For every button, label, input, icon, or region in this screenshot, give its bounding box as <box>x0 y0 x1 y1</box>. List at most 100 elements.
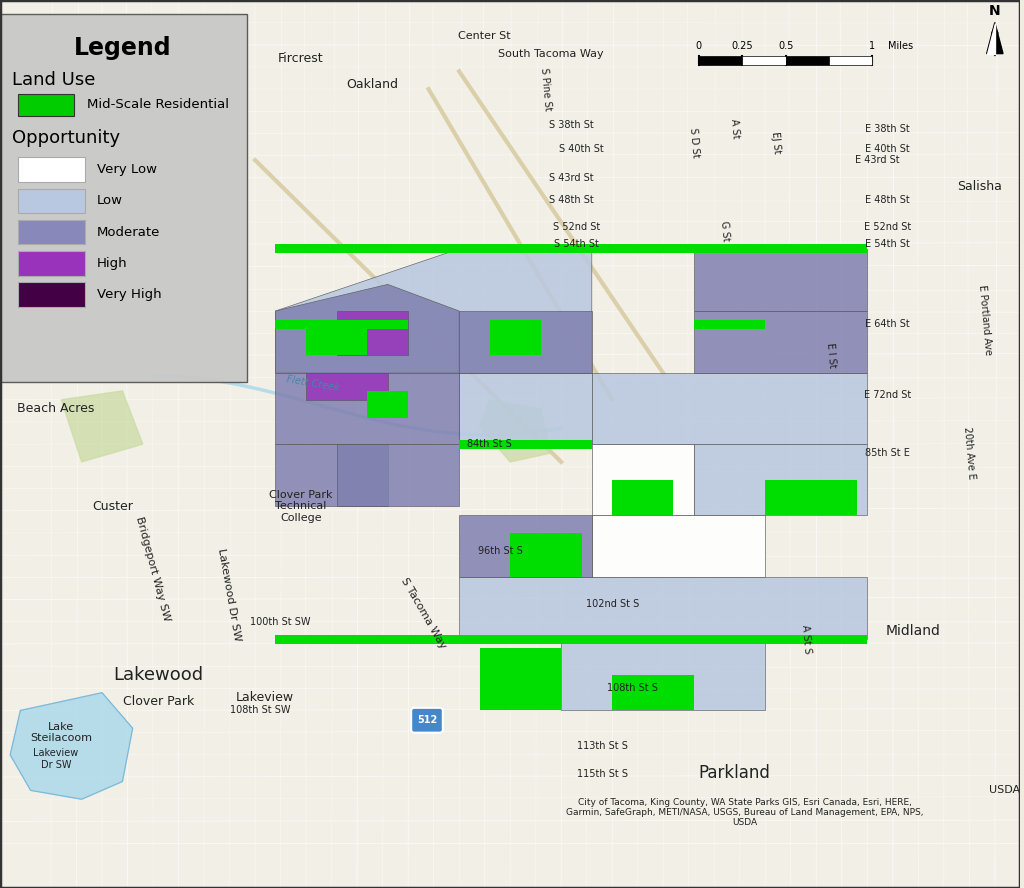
Polygon shape <box>306 329 368 355</box>
Text: Flett Creek: Flett Creek <box>286 374 340 392</box>
Bar <box>18 219 85 244</box>
Bar <box>0 13 247 382</box>
Text: Mid-Scale Residential: Mid-Scale Residential <box>87 99 228 111</box>
Text: E 64th St: E 64th St <box>865 320 910 329</box>
Text: 96th St S: 96th St S <box>477 546 522 556</box>
Polygon shape <box>987 22 995 53</box>
Text: S Pine St: S Pine St <box>539 67 553 111</box>
Text: S Tacoma Way: S Tacoma Way <box>399 575 447 650</box>
Text: Moderate: Moderate <box>97 226 161 239</box>
Text: E 48th St: E 48th St <box>865 195 910 205</box>
Text: Land Use: Land Use <box>12 71 95 90</box>
Polygon shape <box>694 249 867 311</box>
Text: Custer: Custer <box>92 500 133 512</box>
Polygon shape <box>459 311 592 373</box>
Polygon shape <box>306 373 388 400</box>
Text: S 38th St: S 38th St <box>549 120 594 130</box>
Text: South Tacoma Way: South Tacoma Way <box>498 49 604 59</box>
Text: E Portland Ave: E Portland Ave <box>977 284 992 355</box>
Text: E 38th St: E 38th St <box>865 124 910 134</box>
Text: 115th St S: 115th St S <box>577 769 628 780</box>
Text: 1: 1 <box>869 41 876 51</box>
Polygon shape <box>368 391 409 417</box>
Text: Lakeview: Lakeview <box>237 691 294 703</box>
Text: 102nd St S: 102nd St S <box>586 599 639 609</box>
Polygon shape <box>10 693 133 799</box>
Text: S 48th St: S 48th St <box>549 195 594 205</box>
Text: Lakeview
Dr SW: Lakeview Dr SW <box>34 749 79 770</box>
Text: Low: Low <box>97 194 123 208</box>
Polygon shape <box>592 444 694 515</box>
Text: 0.25: 0.25 <box>731 41 753 51</box>
Polygon shape <box>742 56 785 65</box>
Polygon shape <box>275 320 409 329</box>
Text: S D St: S D St <box>687 127 700 158</box>
Text: Midland: Midland <box>886 623 941 638</box>
Polygon shape <box>61 391 142 462</box>
Text: Clover Park
Technical
College: Clover Park Technical College <box>269 489 333 523</box>
Polygon shape <box>510 533 582 577</box>
Polygon shape <box>479 648 561 710</box>
Text: S 52nd St: S 52nd St <box>553 222 600 232</box>
Polygon shape <box>459 515 592 577</box>
Text: City of Tacoma, King County, WA State Parks GIS, Esri Canada, Esri, HERE,
Garmin: City of Tacoma, King County, WA State Pa… <box>566 797 924 828</box>
Text: 100th St SW: 100th St SW <box>250 616 311 627</box>
Text: E 40th St: E 40th St <box>865 145 910 155</box>
Text: 20th Ave E: 20th Ave E <box>963 426 977 480</box>
Polygon shape <box>561 639 765 710</box>
Text: E I St: E I St <box>825 343 838 369</box>
Polygon shape <box>694 444 867 515</box>
Polygon shape <box>785 56 829 65</box>
Polygon shape <box>829 56 872 65</box>
Polygon shape <box>587 249 597 639</box>
Polygon shape <box>275 244 867 253</box>
Text: Lakewood Dr SW: Lakewood Dr SW <box>216 548 243 642</box>
Polygon shape <box>612 480 674 515</box>
Text: Clover Park: Clover Park <box>123 695 194 708</box>
Text: Opportunity: Opportunity <box>12 129 121 147</box>
Polygon shape <box>765 480 857 515</box>
Polygon shape <box>275 635 867 644</box>
Text: Oakland: Oakland <box>346 78 398 91</box>
Text: A St S: A St S <box>800 624 812 654</box>
Polygon shape <box>337 444 459 506</box>
Text: E 43rd St: E 43rd St <box>855 155 900 165</box>
Polygon shape <box>760 249 770 639</box>
Text: Parkland: Parkland <box>698 764 771 781</box>
Polygon shape <box>612 675 694 710</box>
Text: Lake
Steilacoom: Lake Steilacoom <box>31 722 92 743</box>
Text: Miles: Miles <box>888 41 912 51</box>
Text: E 72nd St: E 72nd St <box>864 391 911 400</box>
Text: High: High <box>97 257 128 270</box>
Polygon shape <box>275 373 459 444</box>
Text: USDA: USDA <box>989 785 1021 796</box>
Polygon shape <box>479 400 551 462</box>
Bar <box>18 93 75 115</box>
Text: 84th St S: 84th St S <box>467 440 512 449</box>
Text: G St: G St <box>719 220 730 242</box>
Bar <box>18 157 85 182</box>
Text: E 54th St: E 54th St <box>865 240 910 250</box>
Polygon shape <box>699 56 742 65</box>
Text: 0: 0 <box>696 41 702 51</box>
Polygon shape <box>459 373 592 444</box>
Text: Center St: Center St <box>459 31 511 41</box>
Text: Salisha: Salisha <box>957 180 1001 194</box>
Text: 512: 512 <box>418 715 437 725</box>
Polygon shape <box>337 311 409 355</box>
Text: S 40th St: S 40th St <box>559 145 604 155</box>
Text: S 54th St: S 54th St <box>554 240 599 250</box>
Bar <box>18 188 85 213</box>
Text: A St: A St <box>729 119 740 139</box>
Text: Fircrest: Fircrest <box>279 52 324 65</box>
Polygon shape <box>489 320 541 355</box>
Polygon shape <box>459 577 867 639</box>
Text: 0.5: 0.5 <box>778 41 794 51</box>
Text: 108th St S: 108th St S <box>607 683 658 694</box>
Text: EJ St: EJ St <box>769 131 781 154</box>
Text: Beach Acres: Beach Acres <box>17 402 95 416</box>
Bar <box>18 281 85 306</box>
FancyBboxPatch shape <box>412 708 442 733</box>
Text: Legend: Legend <box>74 36 171 59</box>
Text: Very High: Very High <box>97 288 162 301</box>
